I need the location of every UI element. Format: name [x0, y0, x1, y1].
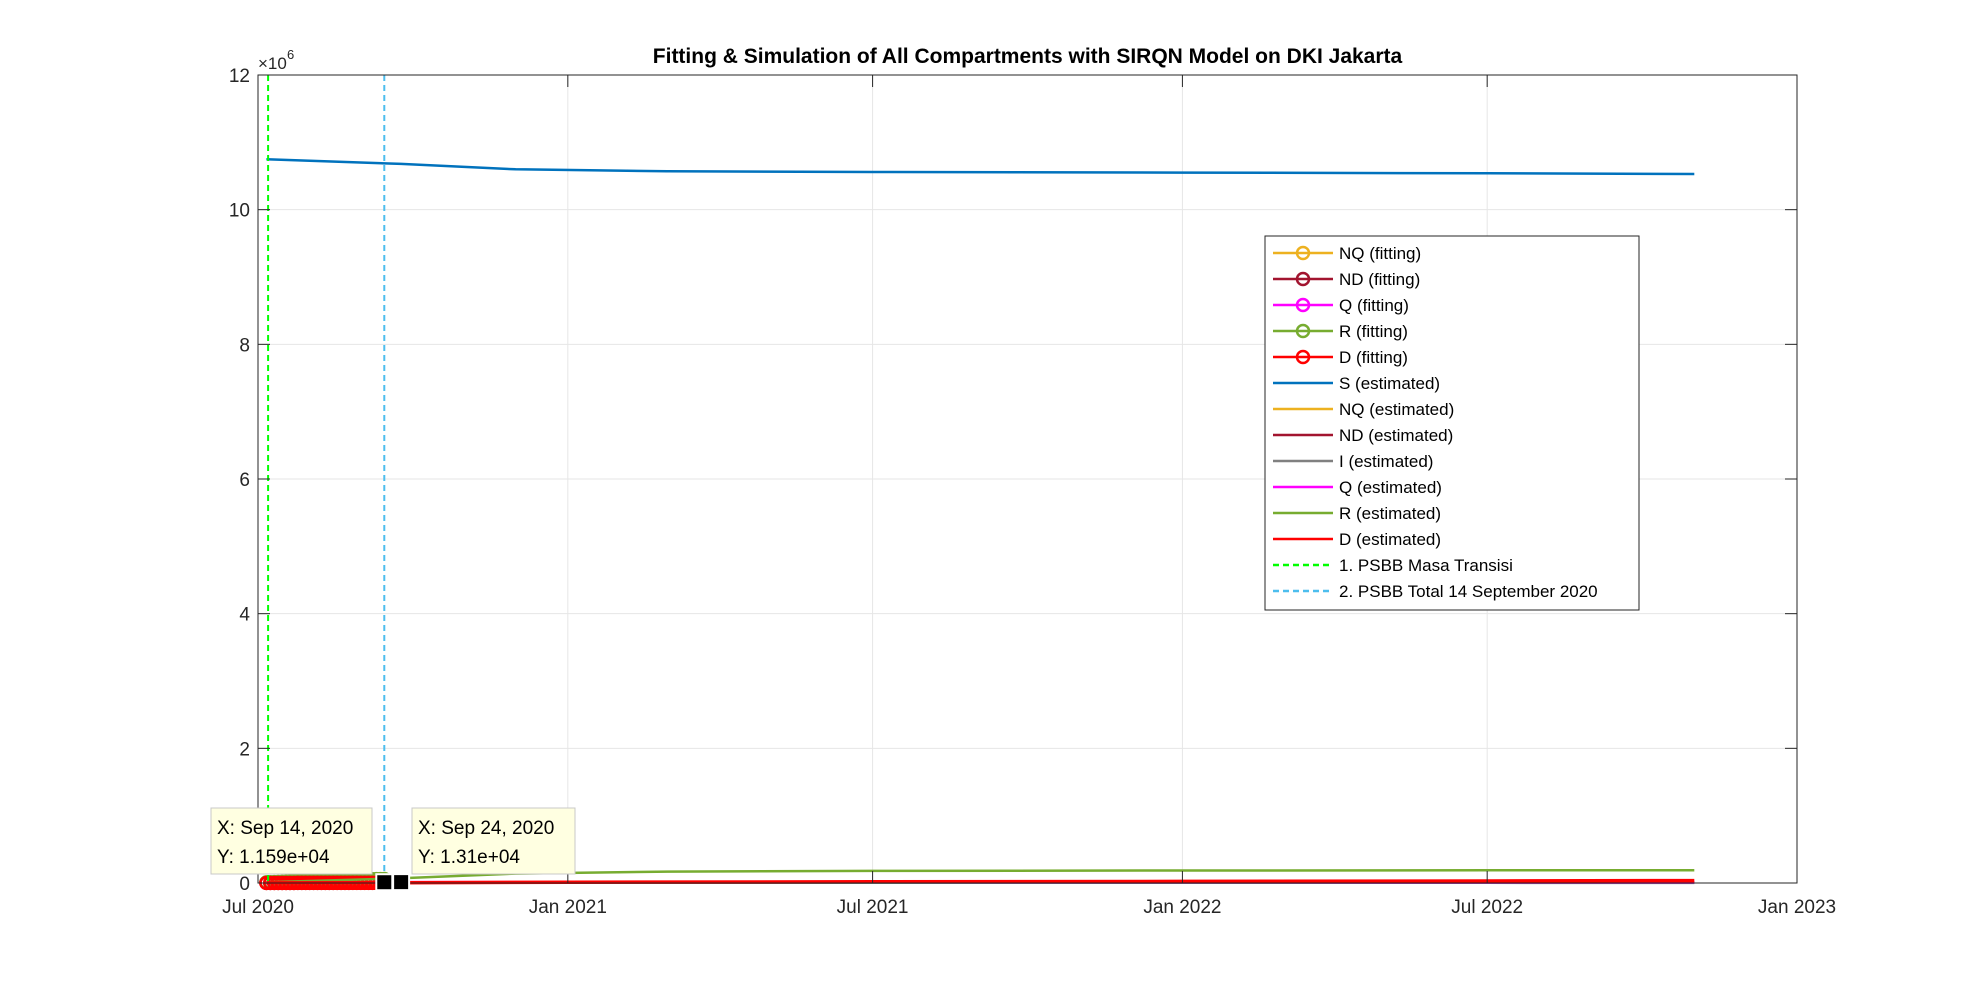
legend-label: ND (fitting) [1339, 270, 1420, 289]
legend-box [1264, 235, 1640, 611]
legend-marker [1295, 323, 1311, 339]
legend-label: R (fitting) [1339, 322, 1408, 341]
legend-item-nq-fitting[interactable]: NQ (fitting) [1273, 244, 1421, 263]
y-tick-label: 0 [239, 874, 250, 895]
legend-item-2-psbb-total-14-september-2020[interactable]: 2. PSBB Total 14 September 2020 [1273, 582, 1598, 601]
legend-label: Q (fitting) [1339, 296, 1409, 315]
y-exponent-power: 6 [287, 47, 294, 62]
legend-label: Q (estimated) [1339, 478, 1442, 497]
legend[interactable]: NQ (fitting) ND (fitting) Q (fitting) R (fi… [1264, 235, 1640, 611]
legend-marker [1295, 349, 1311, 365]
legend-label: NQ (fitting) [1339, 244, 1421, 263]
legend-item-nd-estimated[interactable]: ND (estimated) [1273, 426, 1453, 445]
x-tick-label: Jul 2021 [837, 897, 909, 918]
series-s-estimated [266, 157, 1695, 176]
y-tick-label: 8 [239, 335, 250, 356]
legend-item-i-estimated[interactable]: I (estimated) [1273, 452, 1433, 471]
legend-label: D (fitting) [1339, 348, 1408, 367]
legend-label: I (estimated) [1339, 452, 1433, 471]
y-exponent: ×10 6 [258, 47, 294, 73]
legend-label: 1. PSBB Masa Transisi [1339, 556, 1513, 575]
y-tick-label: 4 [239, 605, 250, 626]
legend-label: ND (estimated) [1339, 426, 1453, 445]
x-tick-label: Jul 2022 [1451, 897, 1523, 918]
legend-label: NQ (estimated) [1339, 400, 1454, 419]
y-tick-label: 10 [229, 201, 250, 222]
datatip-marker[interactable] [392, 873, 411, 892]
datatip-x: X: Sep 14, 2020 [217, 818, 353, 839]
legend-item-r-estimated[interactable]: R (estimated) [1273, 504, 1441, 523]
legend-label: D (estimated) [1339, 530, 1441, 549]
legend-label: 2. PSBB Total 14 September 2020 [1339, 582, 1598, 601]
legend-item-nd-fitting[interactable]: ND (fitting) [1273, 270, 1420, 289]
datatip-y: Y: 1.31e+04 [418, 847, 520, 868]
datatip-x: X: Sep 24, 2020 [418, 818, 554, 839]
legend-label: S (estimated) [1339, 374, 1440, 393]
datatip-box [210, 807, 373, 875]
x-tick-label: Jan 2021 [529, 897, 607, 918]
legend-item-q-fitting[interactable]: Q (fitting) [1273, 296, 1409, 315]
legend-item-s-estimated[interactable]: S (estimated) [1273, 374, 1440, 393]
legend-item-r-fitting[interactable]: R (fitting) [1273, 322, 1408, 341]
datatips[interactable]: X: Sep 14, 2020 Y: 1.159e+04 X: Sep 24, 20… [210, 807, 576, 892]
axis-ticks: Jul 2020 Jan 2021 Jul 2021 Jan 2022 Jul 2022… [222, 66, 1836, 918]
legend-item-q-estimated[interactable]: Q (estimated) [1273, 478, 1442, 497]
datatip-y: Y: 1.159e+04 [217, 847, 330, 868]
legend-marker [1295, 271, 1311, 287]
legend-item-d-estimated[interactable]: D (estimated) [1273, 530, 1441, 549]
datatip-box [411, 807, 576, 875]
series-r-estimated [266, 868, 1695, 884]
legend-item-nq-estimated[interactable]: NQ (estimated) [1273, 400, 1454, 419]
legend-marker [1295, 245, 1311, 261]
y-tick-label: 12 [229, 66, 250, 87]
y-tick-label: 2 [239, 739, 250, 760]
datatip[interactable]: X: Sep 24, 2020 Y: 1.31e+04 [392, 807, 576, 892]
legend-marker [1295, 297, 1311, 313]
chart-title: Fitting & Simulation of All Compartments… [653, 45, 1403, 68]
y-tick-label: 6 [239, 470, 250, 491]
legend-item-d-fitting[interactable]: D (fitting) [1273, 348, 1408, 367]
legend-label: R (estimated) [1339, 504, 1441, 523]
x-tick-label: Jan 2022 [1143, 897, 1221, 918]
x-tick-label: Jul 2020 [222, 897, 294, 918]
y-exponent-base: ×10 [258, 54, 287, 73]
x-tick-label: Jan 2023 [1758, 897, 1836, 918]
datatip[interactable]: X: Sep 14, 2020 Y: 1.159e+04 [210, 807, 394, 892]
datatip-marker[interactable] [375, 873, 394, 892]
legend-item-1-psbb-masa-transisi[interactable]: 1. PSBB Masa Transisi [1273, 556, 1513, 575]
